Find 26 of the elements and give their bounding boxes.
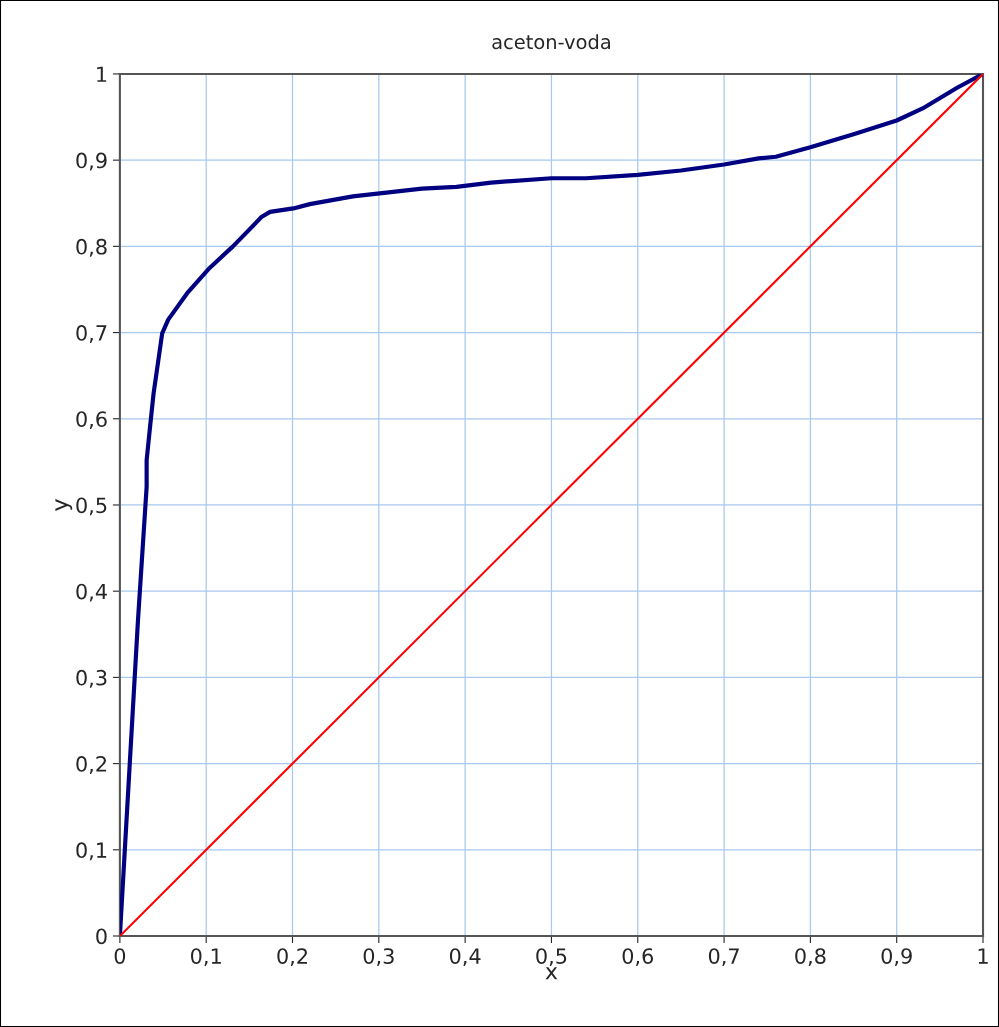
x-tick-label: 0,5 — [536, 948, 567, 967]
y-tick-label: 0,4 — [76, 583, 107, 602]
x-tick-label: 0,9 — [881, 948, 912, 967]
chart-title: aceton-voda — [492, 34, 610, 50]
x-tick-label: 0,4 — [449, 948, 481, 967]
y-tick-label: 0,9 — [76, 152, 107, 171]
y-axis-title: y — [55, 499, 73, 511]
x-tick-label: 0,3 — [363, 948, 394, 967]
x-tick-label: 1 — [978, 948, 988, 964]
y-tick-label: 0,5 — [76, 497, 107, 516]
x-tick-label: 0,7 — [708, 948, 739, 967]
x-tick-label: 0,8 — [795, 948, 826, 967]
x-axis-title: x — [545, 967, 558, 980]
x-tick-label: 0,1 — [191, 948, 221, 967]
y-tick-label: 1 — [97, 66, 107, 82]
y-tick-label: 0,6 — [76, 411, 107, 430]
y-tick-label: 0,7 — [76, 325, 107, 343]
y-tick-label: 0,3 — [76, 669, 107, 688]
line-series — [119, 73, 984, 937]
x-tick-label: 0,6 — [622, 948, 654, 967]
y-tick-label: 0 — [96, 928, 107, 945]
x-tick-label: 0,2 — [277, 948, 307, 967]
y-tick-label: 0,1 — [76, 842, 107, 861]
y-tick-label: 0,8 — [76, 238, 107, 257]
y-tick-label: 0,2 — [76, 756, 106, 774]
x-tick-label: 0 — [114, 948, 126, 964]
